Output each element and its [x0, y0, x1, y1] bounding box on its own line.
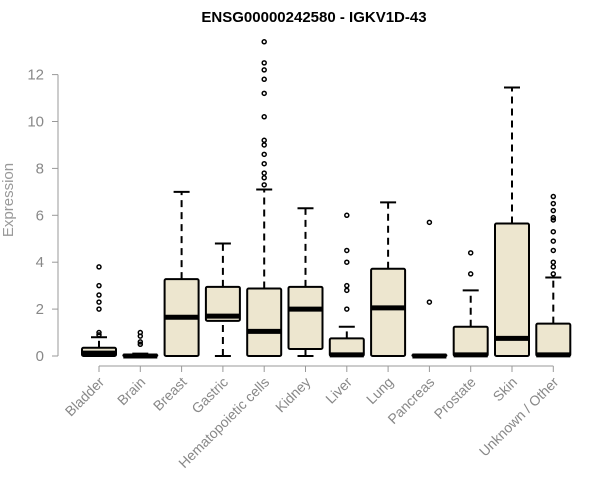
outlier-point — [550, 200, 557, 207]
outlier-point — [96, 264, 102, 270]
chart-title: ENSG00000242580 - IGKV1D-43 — [201, 9, 426, 26]
outlier-point — [261, 114, 267, 120]
outlier-point — [96, 306, 102, 312]
x-tick-label: Liver — [322, 374, 355, 407]
box-breast — [163, 190, 200, 358]
box-lung — [370, 201, 407, 357]
outlier-point — [96, 329, 102, 336]
outlier-point — [344, 287, 350, 294]
x-tick-label: Bladder — [62, 374, 108, 420]
outlier-point — [550, 259, 557, 265]
y-axis-label: Expression — [0, 163, 17, 237]
iqr-box — [204, 285, 241, 322]
outlier-point — [467, 250, 474, 256]
iqr-box — [370, 267, 407, 357]
x-tick-label: Kidney — [272, 374, 314, 416]
y-tick-label: 6 — [36, 207, 44, 224]
y-tick-label: 10 — [27, 114, 44, 131]
outlier-point — [467, 271, 474, 277]
outlier-point — [261, 67, 267, 73]
outlier-point — [344, 247, 350, 254]
outlier-point — [96, 299, 102, 305]
y-tick-label: 2 — [36, 301, 44, 318]
box-kidney — [287, 207, 324, 357]
x-tick-label: Breast — [150, 374, 190, 414]
outlier-point — [550, 271, 557, 277]
iqr-box — [535, 322, 572, 358]
box-bladder — [81, 264, 117, 358]
outlier-point — [137, 339, 144, 345]
outlier-point — [344, 282, 350, 289]
box-brain — [122, 329, 159, 359]
iqr-box — [246, 287, 283, 357]
outlier-point — [550, 264, 557, 270]
x-tick-label: Skin — [490, 374, 521, 405]
box-prostate — [452, 250, 489, 358]
y-tick-label: 4 — [36, 254, 44, 271]
outlier-point — [96, 332, 102, 338]
outlier-point — [550, 214, 557, 221]
y-tick-label: 0 — [36, 348, 44, 365]
box-unknown-other — [535, 193, 572, 358]
box-liver — [328, 212, 365, 358]
outlier-point — [550, 217, 557, 223]
x-tick-label: Lung — [363, 374, 396, 407]
iqr-box — [452, 325, 489, 357]
iqr-box — [287, 285, 324, 350]
outlier-point — [261, 137, 267, 144]
outlier-point — [550, 247, 557, 254]
outlier-point — [261, 182, 267, 188]
outlier-point — [137, 329, 144, 336]
outlier-point — [550, 238, 557, 244]
outlier-point — [96, 282, 102, 289]
outlier-point — [261, 39, 267, 45]
outlier-point — [96, 292, 102, 298]
y-axis: 0 2 4 6 8 10 12 — [27, 67, 59, 365]
outlier-point — [261, 90, 267, 97]
box-pancreas — [411, 219, 448, 359]
outlier-point — [261, 170, 267, 176]
outlier-point — [261, 142, 267, 148]
outlier-point — [261, 151, 267, 158]
outlier-point — [137, 341, 144, 348]
outlier-point — [550, 193, 557, 200]
boxes-layer — [81, 39, 572, 359]
outlier-point — [426, 219, 433, 226]
x-tick-label: Brain — [114, 374, 148, 408]
box-hematopoietic-cells — [246, 39, 283, 357]
outlier-point — [344, 259, 350, 265]
outlier-point — [344, 306, 350, 312]
y-tick-label: 8 — [36, 160, 44, 177]
outlier-point — [261, 60, 267, 66]
outlier-point — [426, 299, 433, 305]
box-gastric — [204, 242, 241, 357]
box-skin — [494, 86, 530, 357]
outlier-point — [261, 175, 267, 181]
outlier-point — [344, 212, 350, 219]
outlier-point — [261, 76, 267, 83]
outlier-point — [550, 207, 557, 214]
outlier-point — [261, 160, 267, 167]
y-tick-label: 12 — [27, 67, 44, 84]
outlier-point — [550, 228, 557, 235]
x-tick-label: Prostate — [431, 374, 479, 422]
iqr-box — [494, 222, 530, 357]
